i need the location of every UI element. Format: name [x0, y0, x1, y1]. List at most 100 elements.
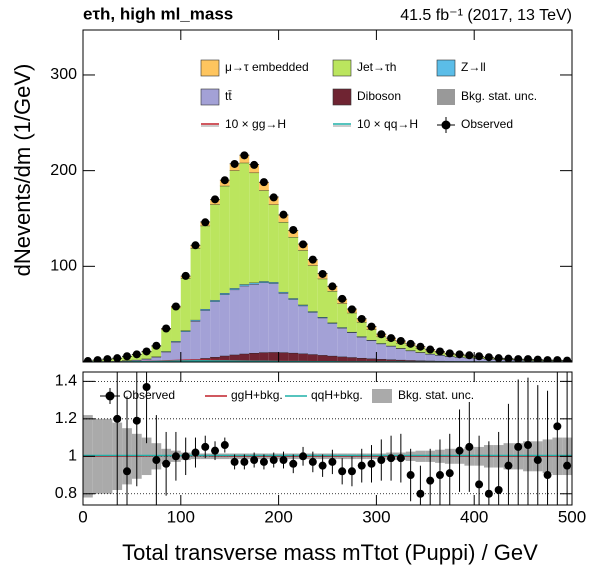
observed-point	[318, 461, 327, 470]
observed-point	[308, 255, 317, 264]
stack-segment	[307, 311, 318, 313]
legend-label: 10 × qq→H	[357, 117, 418, 131]
legend-label: Jet→τh	[357, 60, 396, 74]
stack-segment	[337, 327, 348, 357]
observed-point	[93, 356, 102, 362]
stack-segment	[317, 355, 328, 362]
observed-point	[269, 193, 278, 202]
observed-point	[475, 352, 484, 361]
observed-point	[259, 457, 268, 466]
observed-point	[220, 176, 229, 185]
x-tick-label: 500	[558, 507, 586, 526]
observed-point	[171, 302, 180, 311]
observed-point	[211, 195, 220, 204]
observed-point	[308, 457, 317, 466]
observed-point	[328, 282, 337, 291]
observed-point	[181, 271, 190, 280]
stack-segment	[190, 248, 201, 320]
observed-point	[465, 351, 474, 360]
observed-point	[514, 442, 523, 451]
stack-segment	[288, 299, 299, 353]
stack-segment	[376, 359, 387, 362]
observed-point	[289, 225, 298, 234]
legend-swatch	[436, 59, 456, 77]
observed-point	[465, 442, 474, 451]
top-frame	[82, 29, 573, 363]
observed-point	[494, 486, 503, 495]
legend-swatch	[332, 88, 352, 106]
stack-segment	[366, 340, 377, 359]
stack-segment	[454, 357, 465, 362]
y-tick-label: 300	[50, 66, 77, 83]
stack-segment	[239, 285, 250, 354]
x-axis-label: Total transverse mass mTtot (Puppi) / Ge…	[122, 540, 538, 565]
observed-point	[230, 159, 239, 168]
stack-segment	[307, 312, 318, 355]
stack-segment	[337, 356, 348, 362]
stack-segment	[278, 291, 289, 294]
legend-label: Observed	[123, 388, 175, 402]
stack-segment	[288, 352, 299, 362]
stack-segment	[425, 354, 436, 361]
observed-point	[289, 459, 298, 468]
stack-segment	[405, 350, 416, 361]
observed-point	[426, 345, 435, 354]
stack-segment	[229, 289, 240, 355]
stack-segment	[395, 359, 406, 362]
ratio-frame	[82, 371, 573, 506]
stack-segment	[415, 352, 426, 361]
stack-segment	[288, 298, 299, 300]
observed-point	[367, 459, 376, 468]
stack-segment	[347, 312, 357, 332]
y-tick-label: 200	[50, 162, 77, 179]
legend-label: Observed	[461, 117, 513, 131]
stack-segment	[278, 293, 289, 353]
legend-label: Z→ll	[461, 60, 486, 74]
stack-segment	[180, 330, 191, 332]
y-axis-label: dNevents/dm (1/GeV)	[10, 64, 35, 277]
stack-segment	[327, 323, 338, 356]
observed-point	[406, 471, 415, 480]
stack-segment	[268, 282, 279, 284]
observed-point	[123, 352, 132, 361]
observed-point	[269, 456, 278, 465]
stack-segment	[376, 343, 387, 360]
observed-point	[250, 456, 259, 465]
observed-point	[279, 456, 288, 465]
ratio-plot-area	[83, 372, 572, 505]
observed-point	[475, 480, 484, 489]
observed-point	[543, 356, 552, 362]
stack-segment	[278, 222, 289, 292]
observed-point	[347, 305, 356, 314]
stack-segment	[210, 301, 220, 358]
stack-segment	[386, 340, 396, 346]
observed-point	[299, 452, 308, 461]
observed-point	[201, 442, 210, 451]
stack-segment	[347, 357, 357, 362]
legend-swatch	[332, 59, 352, 77]
stack-segment	[249, 284, 260, 354]
stack-segment	[239, 162, 250, 285]
y-tick-label: 0.8	[55, 485, 77, 502]
observed-point	[543, 471, 552, 480]
stack-segment	[317, 278, 328, 318]
stack-segment	[356, 322, 367, 337]
stack-segment	[180, 277, 191, 331]
observed-point	[563, 356, 572, 362]
stack-segment	[259, 352, 269, 362]
observed-point	[396, 454, 405, 463]
observed-point	[533, 355, 542, 362]
observed-point	[367, 322, 376, 331]
stack-segment	[347, 332, 357, 358]
observed-point	[162, 459, 171, 468]
observed-point	[142, 382, 151, 391]
observed-point	[103, 355, 112, 362]
observed-point	[318, 269, 327, 278]
stack-segment	[356, 336, 367, 358]
observed-point	[455, 446, 464, 455]
header: eτh, high ml_mass	[83, 4, 233, 23]
stack-segment	[259, 182, 269, 191]
observed-point	[191, 241, 200, 250]
observed-point	[523, 441, 532, 450]
